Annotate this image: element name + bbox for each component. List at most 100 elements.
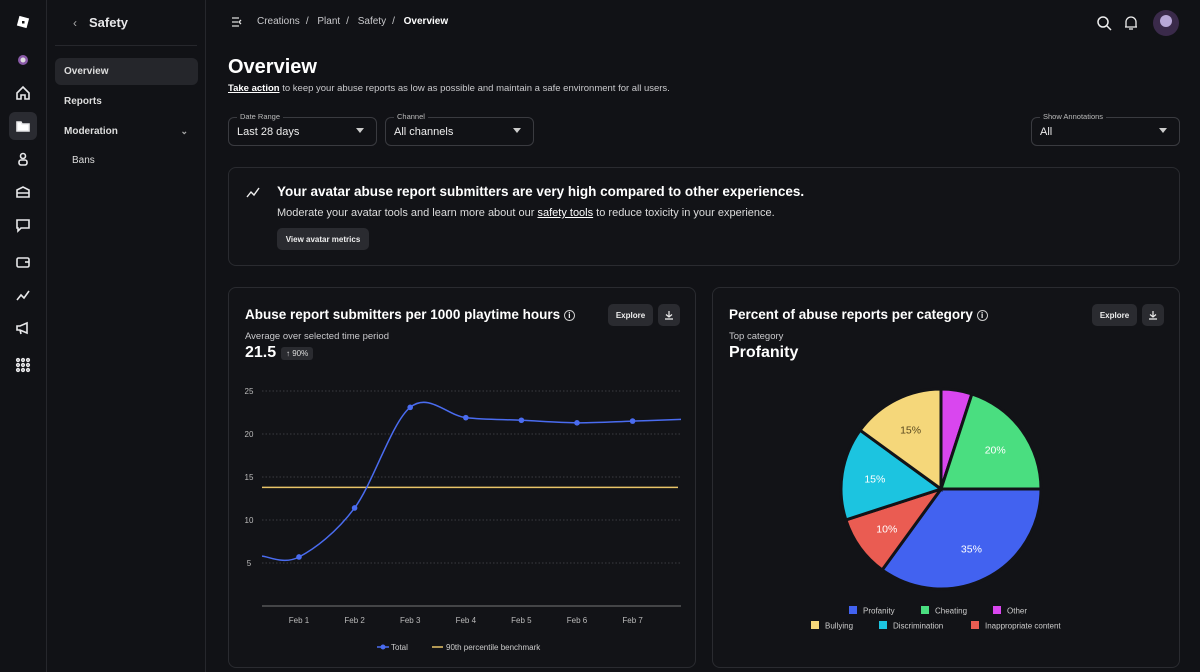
home-icon[interactable] xyxy=(9,79,37,107)
download-icon xyxy=(665,311,673,320)
x-tick-label: Feb 5 xyxy=(511,616,532,625)
avatar-icon[interactable] xyxy=(9,47,37,75)
view-avatar-metrics-button[interactable]: View avatar metrics xyxy=(277,228,369,250)
x-tick-label: Feb 2 xyxy=(344,616,365,625)
chevron-down-icon: ⌄ xyxy=(180,126,188,136)
legend-swatch xyxy=(849,606,857,614)
breadcrumb-overview: Overview xyxy=(403,16,449,27)
info-icon[interactable]: i xyxy=(976,310,988,321)
breadcrumb-separator: / xyxy=(346,16,349,27)
sidebar-item-moderation[interactable]: Moderation ⌄ xyxy=(55,118,198,145)
banner-text-after: to reduce toxicity in your experience. xyxy=(593,207,775,219)
y-tick-label: 5 xyxy=(247,559,252,568)
download-button[interactable] xyxy=(658,304,680,326)
breadcrumb-separator: / xyxy=(305,16,309,27)
card-title: Percent of abuse reports per category i xyxy=(729,307,988,322)
card-subtitle: Average over selected time period xyxy=(245,331,389,342)
y-tick-label: 15 xyxy=(245,473,254,482)
x-tick-label: Feb 6 xyxy=(567,616,588,625)
card-title: Abuse report submitters per 1000 playtim… xyxy=(245,307,575,322)
back-chevron-icon[interactable]: ‹ xyxy=(73,15,77,30)
data-point xyxy=(351,505,358,511)
marketplace-icon[interactable] xyxy=(9,178,37,206)
apps-grid-icon[interactable] xyxy=(9,351,37,379)
legend-total-marker xyxy=(380,644,386,650)
page-title: Overview xyxy=(228,56,317,78)
select-value: All channels xyxy=(394,126,454,138)
sidebar-item-label: Overview xyxy=(64,66,109,77)
ads-megaphone-icon[interactable] xyxy=(9,314,37,342)
average-value: 21.5 xyxy=(245,344,277,361)
sidebar-title: Safety xyxy=(89,15,129,30)
breadcrumb: Creations / Plant / Safety / Overview xyxy=(257,16,454,27)
avatar-items-icon[interactable] xyxy=(9,145,37,173)
pie-slice-profanity xyxy=(880,487,1043,591)
sidebar-item-label: Moderation xyxy=(64,126,118,137)
pie-chart-card: Percent of abuse reports per category i … xyxy=(712,287,1180,668)
slice-label: 20% xyxy=(985,445,1006,457)
data-point xyxy=(407,404,413,411)
x-tick-label: Feb 7 xyxy=(622,616,643,625)
explore-button[interactable]: Explore xyxy=(1092,304,1137,326)
card-subtitle: Top category xyxy=(729,331,784,342)
data-point xyxy=(629,418,636,424)
card-title-text: Percent of abuse reports per category xyxy=(729,307,973,322)
caret-down-icon xyxy=(513,128,521,133)
legend-label: Profanity xyxy=(863,607,895,616)
breadcrumb-plant[interactable]: Plant xyxy=(317,16,341,27)
banner-text-before: Moderate your avatar tools and learn mor… xyxy=(277,207,538,219)
total-line xyxy=(261,401,682,562)
sidebar-item-overview[interactable]: Overview xyxy=(55,58,198,85)
bell-icon[interactable] xyxy=(1124,15,1138,31)
collapse-menu-icon[interactable] xyxy=(231,16,243,28)
pie-chart: 35% 10% 15% 15% 20% Profanity Cheating Other Bul… xyxy=(811,387,1061,631)
download-button[interactable] xyxy=(1142,304,1164,326)
breadcrumb-separator: / xyxy=(392,16,395,27)
download-icon xyxy=(1149,311,1157,320)
breadcrumb-safety[interactable]: Safety xyxy=(357,16,387,27)
legend-label: Inappropriate content xyxy=(985,622,1061,631)
sidebar-item-reports[interactable]: Reports xyxy=(55,88,198,115)
x-tick-label: Feb 1 xyxy=(289,616,310,625)
date-range-select[interactable]: Date Range Last 28 days xyxy=(228,112,377,146)
channel-select[interactable]: Channel All channels xyxy=(385,112,534,146)
banner-text: Moderate your avatar tools and learn mor… xyxy=(277,207,775,219)
banner-heading: Your avatar abuse report submitters are … xyxy=(277,184,805,199)
sidebar-item-label: Reports xyxy=(64,96,102,107)
legend-swatch xyxy=(879,621,887,629)
caret-down-icon xyxy=(1159,128,1167,133)
legend-total-label: Total xyxy=(391,643,408,652)
legend-swatch xyxy=(811,621,819,629)
sidebar-item-bans[interactable]: Bans xyxy=(55,147,198,174)
search-icon[interactable] xyxy=(1096,15,1112,31)
analytics-icon[interactable] xyxy=(9,281,37,309)
explore-button[interactable]: Explore xyxy=(608,304,653,326)
y-tick-label: 25 xyxy=(245,387,254,396)
line-chart: 5 10 15 20 25 Feb 1 Feb 2 Feb 3 Feb 4 Feb 5 Feb 6 F… xyxy=(245,387,682,652)
subtitle-text: to keep your abuse reports as low as pos… xyxy=(279,83,670,94)
wallet-icon[interactable] xyxy=(9,248,37,276)
legend-label: Discrimination xyxy=(893,622,943,631)
slice-label: 15% xyxy=(864,474,885,486)
slice-label: 15% xyxy=(900,424,921,436)
caret-down-icon xyxy=(356,128,364,133)
legend-label: Cheating xyxy=(935,607,967,616)
x-tick-label: Feb 4 xyxy=(456,616,477,625)
pie-slice-cheating xyxy=(938,392,1043,491)
avatar[interactable] xyxy=(1153,10,1179,36)
take-action-link[interactable]: Take action xyxy=(228,83,280,94)
legend-swatch xyxy=(971,621,979,629)
breadcrumb-creations[interactable]: Creations xyxy=(257,16,300,27)
safety-tools-link[interactable]: safety tools xyxy=(537,207,594,219)
messages-icon[interactable] xyxy=(9,211,37,239)
roblox-logo-icon[interactable] xyxy=(9,8,37,36)
info-icon[interactable]: i xyxy=(563,310,575,321)
x-tick-label: Feb 3 xyxy=(400,616,421,625)
data-point xyxy=(574,420,580,426)
change-badge: ↑ 90% xyxy=(281,347,314,360)
creations-folder-icon[interactable] xyxy=(9,112,37,140)
trend-icon xyxy=(246,187,260,198)
select-label: Date Range xyxy=(237,112,284,121)
legend-label: Bullying xyxy=(825,622,853,631)
show-annotations-select[interactable]: Show Annotations All xyxy=(1031,112,1180,146)
